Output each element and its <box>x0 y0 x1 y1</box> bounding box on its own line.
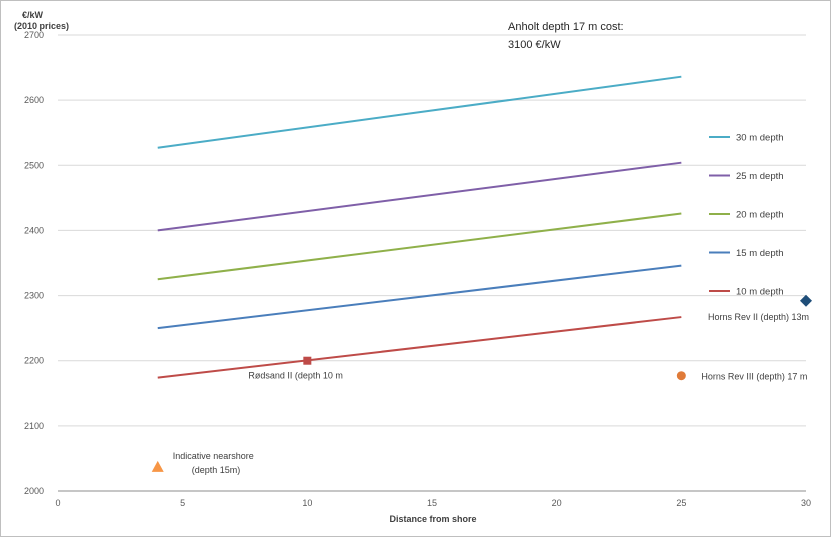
y-tick-label: 2000 <box>24 486 44 496</box>
x-tick-label: 10 <box>302 498 312 508</box>
legend-label: 10 m depth <box>736 287 784 298</box>
horns-rev-2-label: Horns Rev II (depth) 13m <box>708 312 809 322</box>
y-tick-label: 2200 <box>24 356 44 366</box>
x-tick-label: 30 <box>801 498 811 508</box>
series-line-10-m-depth <box>157 316 682 379</box>
tick-labels: 2000 2100 2200 2300 2400 2500 2600 2700 0 5 10 15 20… <box>24 30 811 508</box>
x-axis-title: Distance from shore <box>389 514 476 524</box>
horns-rev-2-marker <box>800 294 812 307</box>
horns-rev-3-label: Horns Rev III (depth) 17 m <box>701 372 807 382</box>
point-markers: Rødsand II (depth 10 m Horns Rev II (dept… <box>151 294 812 475</box>
series-line-15-m-depth <box>157 264 682 330</box>
y-tick-label: 2300 <box>24 291 44 301</box>
legend-label: 15 m depth <box>736 248 784 259</box>
x-tick-label: 20 <box>552 498 562 508</box>
series-line-25-m-depth <box>157 161 682 232</box>
legend-label: 25 m depth <box>736 171 784 182</box>
y-tick-label: 2700 <box>24 30 44 40</box>
series-line-30-m-depth <box>157 75 682 149</box>
legend: 30 m depth 25 m depth 20 m depth 15 m depth… <box>709 133 784 298</box>
y-axis-title: €/kW <box>22 10 44 20</box>
y-axis-subtitle: (2010 prices) <box>14 21 69 31</box>
x-tick-label: 5 <box>180 498 185 508</box>
y-tick-label: 2600 <box>24 95 44 105</box>
nearshore-label: Indicative nearshore <box>173 451 254 461</box>
series-line-20-m-depth <box>157 212 682 281</box>
anholt-note-line2: 3100 €/kW <box>508 39 561 51</box>
rodsand-marker <box>303 356 312 365</box>
y-tick-label: 2100 <box>24 421 44 431</box>
legend-label: 30 m depth <box>736 133 784 144</box>
nearshore-label-2: (depth 15m) <box>192 465 241 475</box>
x-tick-label: 15 <box>427 498 437 508</box>
x-tick-label: 0 <box>55 498 60 508</box>
nearshore-marker <box>151 460 164 472</box>
rodsand-label: Rødsand II (depth 10 m <box>248 371 343 381</box>
legend-label: 20 m depth <box>736 210 784 221</box>
anholt-note-line1: Anholt depth 17 m cost: <box>508 21 624 33</box>
y-tick-label: 2400 <box>24 225 44 235</box>
series-lines <box>157 75 682 379</box>
y-tick-label: 2500 <box>24 160 44 170</box>
x-tick-label: 25 <box>676 498 686 508</box>
horns-rev-3-marker <box>676 371 686 381</box>
